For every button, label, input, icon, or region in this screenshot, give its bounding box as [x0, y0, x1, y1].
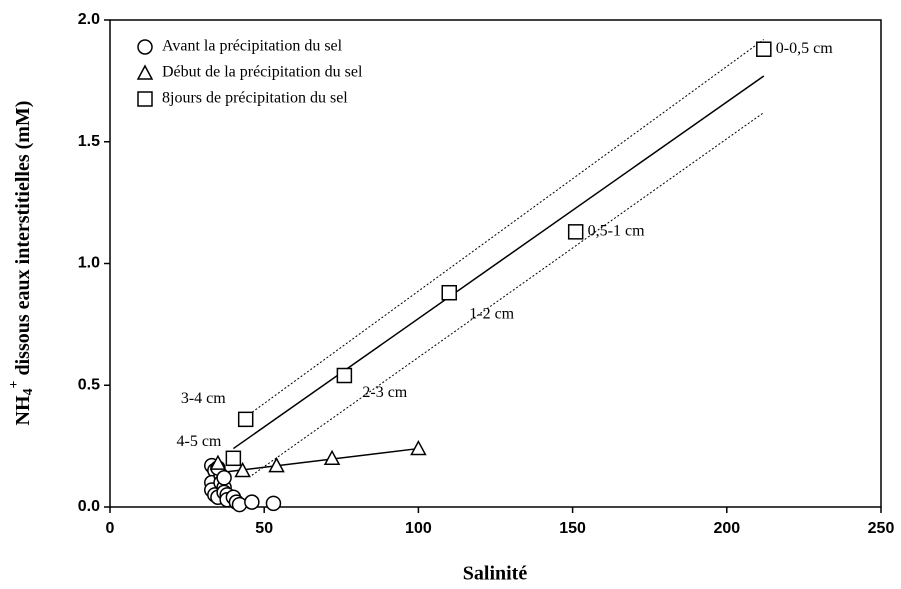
- point-label: 3-4 cm: [181, 390, 226, 407]
- marker-square: [756, 41, 772, 57]
- fit-line: [217, 447, 419, 474]
- marker-square: [237, 411, 254, 428]
- y-tick-label: 0.0: [78, 498, 100, 515]
- y-tick-label: 1.5: [78, 133, 100, 150]
- point-label: 1-2 cm: [469, 305, 514, 322]
- x-tick-label: 100: [405, 520, 432, 537]
- marker-circle: [216, 470, 232, 486]
- marker-triangle: [268, 457, 285, 473]
- marker-circle: [265, 495, 282, 512]
- marker-circle: [231, 496, 248, 513]
- point-label: 4-5 cm: [176, 433, 221, 450]
- x-tick-label: 250: [868, 520, 895, 537]
- point-label: 0,5-1 cm: [588, 223, 645, 240]
- marker-triangle: [136, 64, 154, 80]
- x-axis-label: Salinité: [463, 563, 528, 585]
- legend-label: Début de la précipitation du sel: [162, 64, 363, 81]
- y-tick-label: 0.5: [78, 376, 100, 393]
- marker-square: [137, 91, 153, 107]
- marker-triangle: [209, 454, 227, 470]
- fit-line: [232, 75, 765, 450]
- marker-square: [225, 450, 242, 467]
- x-tick-label: 200: [713, 520, 740, 537]
- x-tick-label: 50: [255, 520, 273, 537]
- x-tick-label: 0: [106, 520, 115, 537]
- point-label: 2-3 cm: [362, 384, 407, 401]
- marker-square: [567, 224, 584, 240]
- legend-label: 8jours de précipitation du sel: [162, 90, 348, 107]
- x-tick-label: 150: [559, 520, 586, 537]
- marker-triangle: [234, 461, 251, 478]
- marker-circle: [244, 494, 260, 510]
- fit-line: [245, 39, 765, 418]
- marker-square: [336, 367, 353, 384]
- marker-triangle: [323, 449, 341, 466]
- marker-square: [441, 284, 457, 301]
- y-tick-label: 1.0: [78, 255, 100, 272]
- fit-line: [251, 112, 765, 476]
- point-label: 0-0,5 cm: [776, 40, 833, 57]
- y-axis-label: NH4+ dissous eaux interstitielles (mM): [7, 101, 36, 426]
- legend-label: Avant la précipitation du sel: [162, 38, 343, 55]
- marker-triangle: [410, 439, 427, 456]
- y-tick-label: 2.0: [78, 11, 100, 28]
- marker-circle: [137, 39, 153, 55]
